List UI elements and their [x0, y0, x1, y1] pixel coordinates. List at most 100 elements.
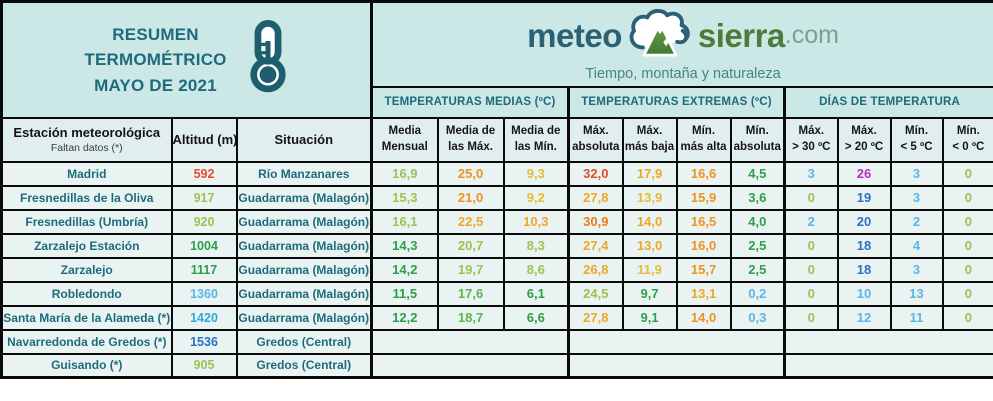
altitude-cell: 920	[170, 208, 238, 235]
value-cell: 18,7	[436, 304, 505, 331]
logo-text-com: .com	[784, 21, 839, 50]
value-cell: 10,3	[502, 208, 570, 235]
table-row: Robledondo 1360 Guadarrama (Malagón) 11,5 17…	[0, 280, 993, 307]
header-altitude-label: Altitud (m)	[172, 131, 237, 147]
header-max-absoluta: Máx. absoluta	[567, 116, 624, 163]
situation-cell: Guadarrama (Malagón)	[235, 208, 373, 235]
header-altitude: Altitud (m)	[170, 116, 238, 163]
situation-cell: Guadarrama (Malagón)	[235, 256, 373, 283]
group-header-row: TEMPERATURAS MEDIAS (ºC) TEMPERATURAS EX…	[2, 85, 993, 119]
title-line-1: RESUMEN	[112, 24, 199, 44]
value-cell: 15,3	[370, 184, 439, 211]
value-cell: 6,1	[502, 280, 570, 307]
header-line: las Mín.	[514, 140, 557, 153]
value-cell: 16,9	[370, 160, 439, 187]
station-name-cell: Madrid	[0, 160, 173, 187]
title-line-3: MAYO DE 2021	[94, 75, 217, 95]
value-cell: 3	[783, 160, 839, 187]
header-line: Máx.	[636, 124, 663, 137]
value-cell: 0,3	[729, 304, 786, 331]
empty-value-cell	[370, 352, 570, 379]
value-cell: 16,0	[675, 232, 732, 259]
empty-value-cell	[370, 328, 570, 355]
value-cell: 19	[836, 184, 892, 211]
value-cell: 15,7	[675, 256, 732, 283]
value-cell: 13,9	[621, 184, 678, 211]
value-cell: 25,0	[436, 160, 505, 187]
value-cell: 3	[889, 184, 944, 211]
value-cell: 16,1	[370, 208, 439, 235]
group-header-dias: DÍAS DE TEMPERATURA	[783, 85, 993, 119]
page-title: RESUMEN TERMOMÉTRICO MAYO DE 2021	[84, 22, 226, 99]
header-media-max: Media de las Máx.	[436, 116, 505, 163]
header-dias-max-30: Máx. > 30 ºC	[783, 116, 839, 163]
logo-tagline: Tiempo, montaña y naturaleza	[585, 66, 781, 83]
station-name-cell: Zarzalejo Estación	[0, 232, 173, 259]
altitude-cell: 905	[170, 352, 238, 379]
header-line: Media	[388, 124, 422, 137]
group-header-medias: TEMPERATURAS MEDIAS (ºC)	[370, 85, 570, 119]
header-line: Media de	[445, 124, 496, 137]
header-media-mensual: Media Mensual	[370, 116, 439, 163]
value-cell: 0	[783, 232, 839, 259]
value-cell: 0	[941, 160, 993, 187]
value-cell: 11,9	[621, 256, 678, 283]
header-situation-label: Situación	[274, 131, 334, 147]
value-cell: 0	[783, 256, 839, 283]
value-cell: 8,3	[502, 232, 570, 259]
value-cell: 3	[889, 256, 944, 283]
value-cell: 0	[783, 184, 839, 211]
station-name-cell: Navarredonda de Gredos (*)	[0, 328, 173, 355]
value-cell: 4	[889, 232, 944, 259]
thermometric-summary-table: RESUMEN TERMOMÉTRICO MAYO DE 2021	[0, 0, 993, 379]
value-cell: 8,6	[502, 256, 570, 283]
value-cell: 11,5	[370, 280, 439, 307]
value-cell: 4,5	[729, 160, 786, 187]
value-cell: 0	[783, 280, 839, 307]
empty-value-cell	[783, 328, 993, 355]
value-cell: 4,0	[729, 208, 786, 235]
value-cell: 0	[783, 304, 839, 331]
table-row: Guisando (*) 905 Gredos (Central)	[0, 352, 993, 379]
header-line: Mín.	[692, 124, 716, 137]
station-name-cell: Fresnedillas (Umbría)	[0, 208, 173, 235]
header-line: > 30 ºC	[792, 140, 831, 153]
table-row: Zarzalejo 1117 Guadarrama (Malagón) 14,2 19,…	[0, 256, 993, 283]
value-cell: 14,0	[675, 304, 732, 331]
value-cell: 27,8	[567, 184, 624, 211]
value-cell: 0,2	[729, 280, 786, 307]
value-cell: 9,3	[502, 160, 570, 187]
header-line: Máx.	[798, 124, 825, 137]
value-cell: 3,6	[729, 184, 786, 211]
value-cell: 2	[889, 208, 944, 235]
altitude-cell: 1360	[170, 280, 238, 307]
table-row: Navarredonda de Gredos (*) 1536 Gredos (Ce…	[0, 328, 993, 355]
header-line: Media de	[511, 124, 561, 137]
header-min-mas-alta: Mín. más alta	[675, 116, 732, 163]
header-line: Mín.	[956, 124, 980, 137]
value-cell: 13,0	[621, 232, 678, 259]
value-cell: 19,7	[436, 256, 505, 283]
situation-cell: Gredos (Central)	[235, 352, 373, 379]
cloud-mountain-icon	[624, 6, 696, 65]
value-cell: 15,9	[675, 184, 732, 211]
value-cell: 13,1	[675, 280, 732, 307]
situation-cell: Guadarrama (Malagón)	[235, 184, 373, 211]
altitude-cell: 1004	[170, 232, 238, 259]
value-cell: 16,6	[675, 160, 732, 187]
header-station-subtitle: Faltan datos (*)	[50, 142, 123, 155]
thermometer-icon	[247, 19, 289, 100]
empty-value-cell	[783, 352, 993, 379]
altitude-cell: 1420	[170, 304, 238, 331]
value-cell: 12	[836, 304, 892, 331]
value-cell: 27,8	[567, 304, 624, 331]
header-situation: Situación	[235, 116, 373, 163]
header-line: Máx.	[851, 124, 877, 137]
value-cell: 2,5	[729, 232, 786, 259]
value-cell: 17,6	[436, 280, 505, 307]
value-cell: 13	[889, 280, 944, 307]
altitude-cell: 1117	[170, 256, 238, 283]
title-line-2: TERMOMÉTRICO	[84, 50, 227, 69]
header-line: absoluta	[733, 140, 781, 153]
value-cell: 18	[836, 256, 892, 283]
